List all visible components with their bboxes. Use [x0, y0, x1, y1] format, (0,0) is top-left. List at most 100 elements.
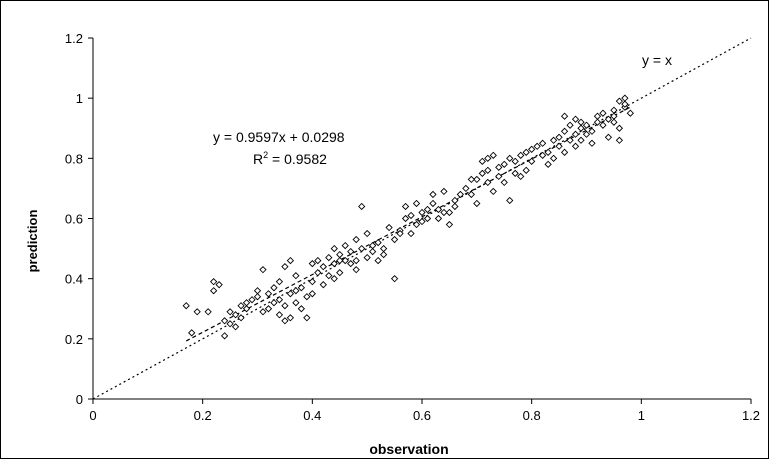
data-point [220, 317, 229, 325]
data-point [451, 196, 459, 205]
data-point [336, 250, 344, 259]
data-point [237, 314, 245, 322]
data-point [456, 190, 465, 199]
data-point [429, 190, 437, 199]
data-point [281, 317, 289, 325]
data-point [478, 157, 486, 165]
data-point [549, 154, 558, 162]
data-point [325, 272, 333, 280]
x-tick-label: 1.2 [742, 408, 760, 423]
data-point [604, 115, 613, 123]
data-point [560, 148, 569, 156]
data-point [566, 136, 574, 144]
data-point [593, 112, 602, 120]
data-point [462, 184, 470, 193]
data-point [215, 281, 223, 289]
data-point [511, 157, 519, 165]
data-point [303, 293, 311, 301]
data-point [390, 275, 399, 283]
data-point [347, 259, 355, 268]
data-point [253, 287, 262, 295]
data-point [533, 142, 541, 150]
data-point [292, 299, 300, 307]
data-point [209, 287, 218, 295]
data-point [599, 121, 607, 129]
data-point [358, 244, 366, 253]
data-point [401, 202, 410, 211]
data-point [451, 202, 459, 211]
data-point [374, 238, 382, 247]
data-point [621, 94, 629, 102]
data-point [555, 133, 563, 141]
data-point [336, 269, 344, 277]
data-point [588, 127, 596, 135]
data-point [440, 187, 448, 196]
data-point [610, 118, 618, 126]
data-point [511, 169, 519, 178]
data-point [517, 172, 525, 181]
data-point [242, 299, 251, 307]
data-point [517, 151, 525, 159]
data-point [528, 145, 536, 153]
data-point [330, 259, 338, 268]
data-point [467, 175, 475, 184]
data-point [588, 139, 596, 147]
data-point [544, 148, 552, 156]
data-point [259, 266, 267, 274]
data-point [566, 121, 574, 129]
data-point [226, 320, 234, 328]
data-point [610, 112, 618, 120]
data-point [593, 118, 602, 126]
y-tick-label: 0.6 [65, 212, 83, 227]
data-point [363, 253, 371, 262]
data-point [259, 308, 267, 316]
data-point [308, 259, 316, 268]
data-point [560, 127, 569, 135]
data-point [538, 139, 547, 147]
data-point [275, 311, 284, 319]
data-point [297, 305, 306, 313]
data-point [264, 305, 273, 313]
data-point [308, 278, 316, 286]
data-point [484, 154, 492, 162]
data-point [292, 287, 300, 295]
data-point [555, 142, 563, 150]
data-point [577, 118, 585, 126]
x-tick-label: 0.2 [194, 408, 212, 423]
data-point [484, 166, 492, 175]
data-point [621, 100, 629, 108]
data-point [418, 208, 426, 217]
data-point [231, 323, 240, 331]
data-point [226, 308, 234, 316]
y-tick-label: 0.2 [65, 332, 83, 347]
data-point [379, 244, 388, 253]
data-point [484, 178, 492, 187]
x-tick-label: 0.6 [413, 408, 431, 423]
y-tick-label: 1 [76, 91, 83, 106]
data-point [281, 302, 289, 310]
data-point [231, 311, 240, 319]
data-point [604, 133, 613, 141]
data-point [242, 305, 251, 313]
data-point [615, 124, 624, 132]
data-point [264, 290, 273, 298]
data-point [495, 163, 503, 171]
data-point [330, 275, 338, 283]
data-point [286, 256, 295, 265]
data-point [489, 151, 497, 159]
data-point [577, 136, 585, 144]
data-point [379, 250, 388, 259]
data-point [401, 214, 410, 223]
data-point [303, 314, 311, 322]
data-point [423, 205, 432, 214]
data-point [571, 130, 580, 138]
data-point [292, 272, 300, 280]
data-point [599, 109, 607, 117]
data-point [385, 223, 393, 232]
data-point [325, 253, 333, 262]
data-point [615, 136, 624, 144]
data-point [478, 169, 486, 178]
data-point [352, 235, 360, 244]
data-point [363, 229, 371, 238]
